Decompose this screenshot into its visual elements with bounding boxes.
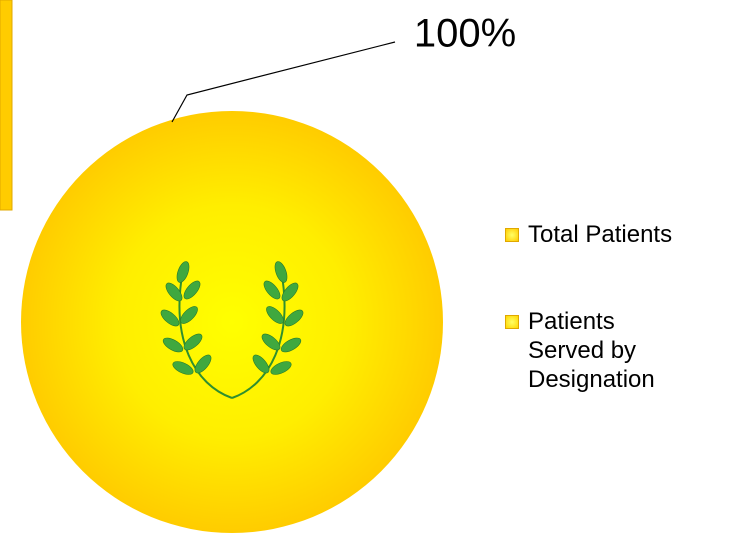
legend-label: Patients Served by Designation bbox=[528, 308, 655, 393]
data-label: 100% bbox=[414, 12, 516, 56]
pie bbox=[21, 111, 443, 533]
legend-label: Total Patients bbox=[528, 221, 672, 248]
legend: Total Patients Patients Served by Designa… bbox=[502, 220, 672, 394]
legend-swatch bbox=[505, 228, 519, 242]
page: {"chart_data": {"type": "pie", "categori… bbox=[0, 0, 744, 539]
legend-swatch bbox=[505, 315, 519, 329]
leader-line bbox=[172, 42, 395, 122]
legend-entry: Total Patients bbox=[502, 220, 672, 249]
legend-entry: Patients Served by Designation bbox=[502, 307, 668, 394]
side-strip bbox=[0, 0, 12, 210]
